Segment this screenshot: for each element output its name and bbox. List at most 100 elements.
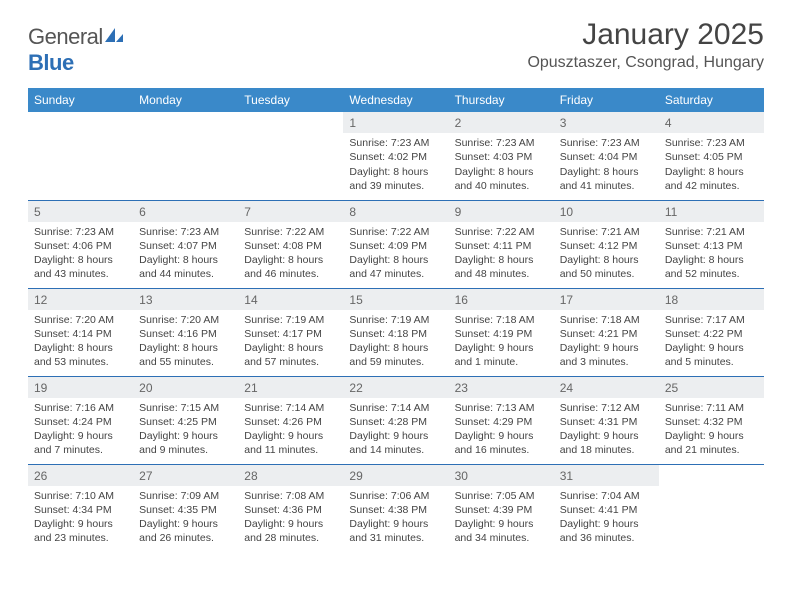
calendar-cell: 17Sunrise: 7:18 AMSunset: 4:21 PMDayligh…	[554, 288, 659, 376]
day-number: 11	[659, 201, 764, 222]
daylight-line: Daylight: 9 hours and 36 minutes.	[560, 517, 653, 545]
sunrise-line: Sunrise: 7:23 AM	[34, 225, 127, 239]
sunrise-line: Sunrise: 7:14 AM	[244, 401, 337, 415]
calendar-cell: 4Sunrise: 7:23 AMSunset: 4:05 PMDaylight…	[659, 112, 764, 200]
daylight-line: Daylight: 8 hours and 44 minutes.	[139, 253, 232, 281]
sunset-line: Sunset: 4:04 PM	[560, 150, 653, 164]
daylight-line: Daylight: 9 hours and 7 minutes.	[34, 429, 127, 457]
day-number: 15	[343, 289, 448, 310]
sunrise-line: Sunrise: 7:04 AM	[560, 489, 653, 503]
sunset-line: Sunset: 4:19 PM	[455, 327, 548, 341]
day-body: Sunrise: 7:15 AMSunset: 4:25 PMDaylight:…	[133, 398, 238, 462]
daylight-line: Daylight: 9 hours and 26 minutes.	[139, 517, 232, 545]
daylight-line: Daylight: 9 hours and 21 minutes.	[665, 429, 758, 457]
day-number: 4	[659, 112, 764, 133]
day-number: 30	[449, 465, 554, 486]
calendar-body: 1Sunrise: 7:23 AMSunset: 4:02 PMDaylight…	[28, 112, 764, 552]
calendar-cell: 1Sunrise: 7:23 AMSunset: 4:02 PMDaylight…	[343, 112, 448, 200]
sunset-line: Sunset: 4:32 PM	[665, 415, 758, 429]
sunset-line: Sunset: 4:39 PM	[455, 503, 548, 517]
day-number: 31	[554, 465, 659, 486]
daylight-line: Daylight: 8 hours and 48 minutes.	[455, 253, 548, 281]
day-number: 5	[28, 201, 133, 222]
day-body: Sunrise: 7:21 AMSunset: 4:12 PMDaylight:…	[554, 222, 659, 286]
sunset-line: Sunset: 4:34 PM	[34, 503, 127, 517]
calendar-cell: 7Sunrise: 7:22 AMSunset: 4:08 PMDaylight…	[238, 200, 343, 288]
sunrise-line: Sunrise: 7:18 AM	[455, 313, 548, 327]
day-body: Sunrise: 7:23 AMSunset: 4:07 PMDaylight:…	[133, 222, 238, 286]
daylight-line: Daylight: 8 hours and 41 minutes.	[560, 165, 653, 193]
day-number: 8	[343, 201, 448, 222]
daylight-line: Daylight: 8 hours and 39 minutes.	[349, 165, 442, 193]
calendar-cell: 20Sunrise: 7:15 AMSunset: 4:25 PMDayligh…	[133, 376, 238, 464]
sunrise-line: Sunrise: 7:21 AM	[560, 225, 653, 239]
day-number: 21	[238, 377, 343, 398]
day-body: Sunrise: 7:14 AMSunset: 4:28 PMDaylight:…	[343, 398, 448, 462]
sunset-line: Sunset: 4:41 PM	[560, 503, 653, 517]
calendar-week: 5 Sunrise: 7:23 AMSunset: 4:06 PM Daylight…	[28, 200, 764, 288]
calendar-cell	[659, 464, 764, 552]
sunset-line: Sunset: 4:17 PM	[244, 327, 337, 341]
sunset-line: Sunset: 4:16 PM	[139, 327, 232, 341]
sunset-line: Sunset: 4:14 PM	[34, 327, 127, 341]
day-body: Sunrise: 7:19 AMSunset: 4:18 PMDaylight:…	[343, 310, 448, 374]
day-body: Sunrise: 7:19 AMSunset: 4:17 PMDaylight:…	[238, 310, 343, 374]
sunrise-line: Sunrise: 7:21 AM	[665, 225, 758, 239]
sunrise-line: Sunrise: 7:09 AM	[139, 489, 232, 503]
day-number: 19	[28, 377, 133, 398]
sunset-line: Sunset: 4:03 PM	[455, 150, 548, 164]
day-header: Tuesday	[238, 88, 343, 112]
day-number: 28	[238, 465, 343, 486]
daylight-line: Daylight: 9 hours and 23 minutes.	[34, 517, 127, 545]
sunrise-line: Sunrise: 7:22 AM	[244, 225, 337, 239]
daylight-line: Daylight: 8 hours and 42 minutes.	[665, 165, 758, 193]
daylight-line: Daylight: 8 hours and 46 minutes.	[244, 253, 337, 281]
day-body: Sunrise: 7:04 AMSunset: 4:41 PMDaylight:…	[554, 486, 659, 550]
day-body: Sunrise: 7:14 AMSunset: 4:26 PMDaylight:…	[238, 398, 343, 462]
daylight-line: Daylight: 9 hours and 28 minutes.	[244, 517, 337, 545]
brand-text: General Blue	[28, 24, 125, 76]
sunset-line: Sunset: 4:22 PM	[665, 327, 758, 341]
sunrise-line: Sunrise: 7:06 AM	[349, 489, 442, 503]
day-number: 27	[133, 465, 238, 486]
sunset-line: Sunset: 4:05 PM	[665, 150, 758, 164]
calendar-cell: 30Sunrise: 7:05 AMSunset: 4:39 PMDayligh…	[449, 464, 554, 552]
calendar-cell: 24Sunrise: 7:12 AMSunset: 4:31 PMDayligh…	[554, 376, 659, 464]
sunrise-line: Sunrise: 7:11 AM	[665, 401, 758, 415]
sunrise-line: Sunrise: 7:05 AM	[455, 489, 548, 503]
day-number: 2	[449, 112, 554, 133]
daylight-line: Daylight: 9 hours and 18 minutes.	[560, 429, 653, 457]
day-body: Sunrise: 7:08 AMSunset: 4:36 PMDaylight:…	[238, 486, 343, 550]
sunset-line: Sunset: 4:31 PM	[560, 415, 653, 429]
calendar-cell: 23Sunrise: 7:13 AMSunset: 4:29 PMDayligh…	[449, 376, 554, 464]
sunset-line: Sunset: 4:38 PM	[349, 503, 442, 517]
sunset-line: Sunset: 4:28 PM	[349, 415, 442, 429]
day-number: 23	[449, 377, 554, 398]
day-number: 12	[28, 289, 133, 310]
sunrise-line: Sunrise: 7:12 AM	[560, 401, 653, 415]
sunrise-line: Sunrise: 7:19 AM	[349, 313, 442, 327]
calendar-cell: 8Sunrise: 7:22 AMSunset: 4:09 PMDaylight…	[343, 200, 448, 288]
calendar-cell: 26Sunrise: 7:10 AMSunset: 4:34 PMDayligh…	[28, 464, 133, 552]
daylight-line: Daylight: 8 hours and 59 minutes.	[349, 341, 442, 369]
day-body: Sunrise: 7:18 AMSunset: 4:19 PMDaylight:…	[449, 310, 554, 374]
calendar-cell: 18Sunrise: 7:17 AMSunset: 4:22 PMDayligh…	[659, 288, 764, 376]
day-number: 10	[554, 201, 659, 222]
sunset-line: Sunset: 4:06 PM	[34, 239, 127, 253]
sunrise-line: Sunrise: 7:08 AM	[244, 489, 337, 503]
sunset-line: Sunset: 4:36 PM	[244, 503, 337, 517]
daylight-line: Daylight: 9 hours and 1 minute.	[455, 341, 548, 369]
day-body: Sunrise: 7:23 AMSunset: 4:02 PMDaylight:…	[343, 133, 448, 197]
daylight-line: Daylight: 9 hours and 31 minutes.	[349, 517, 442, 545]
day-number: 9	[449, 201, 554, 222]
sunrise-line: Sunrise: 7:13 AM	[455, 401, 548, 415]
sunset-line: Sunset: 4:02 PM	[349, 150, 442, 164]
daylight-line: Daylight: 8 hours and 40 minutes.	[455, 165, 548, 193]
sunrise-line: Sunrise: 7:17 AM	[665, 313, 758, 327]
calendar-cell	[28, 112, 133, 200]
sunset-line: Sunset: 4:24 PM	[34, 415, 127, 429]
calendar-cell: 3Sunrise: 7:23 AMSunset: 4:04 PMDaylight…	[554, 112, 659, 200]
day-header: Wednesday	[343, 88, 448, 112]
sunrise-line: Sunrise: 7:18 AM	[560, 313, 653, 327]
daylight-line: Daylight: 8 hours and 50 minutes.	[560, 253, 653, 281]
